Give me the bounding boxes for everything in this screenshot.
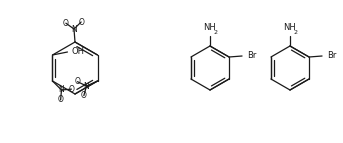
Text: NH: NH — [204, 23, 216, 32]
Text: OH: OH — [71, 47, 84, 56]
Text: O: O — [81, 91, 87, 100]
Text: Br: Br — [247, 51, 257, 60]
Text: O: O — [74, 77, 80, 86]
Text: O: O — [78, 17, 84, 26]
Text: N: N — [59, 86, 64, 95]
Text: NH: NH — [284, 23, 296, 32]
Text: N: N — [84, 82, 90, 91]
Text: O: O — [58, 96, 63, 105]
Text: Br: Br — [327, 51, 336, 60]
Text: 2: 2 — [214, 30, 218, 35]
Text: O: O — [63, 19, 69, 28]
Text: O: O — [69, 85, 74, 94]
Text: 2: 2 — [294, 30, 298, 35]
Text: N: N — [71, 24, 77, 33]
